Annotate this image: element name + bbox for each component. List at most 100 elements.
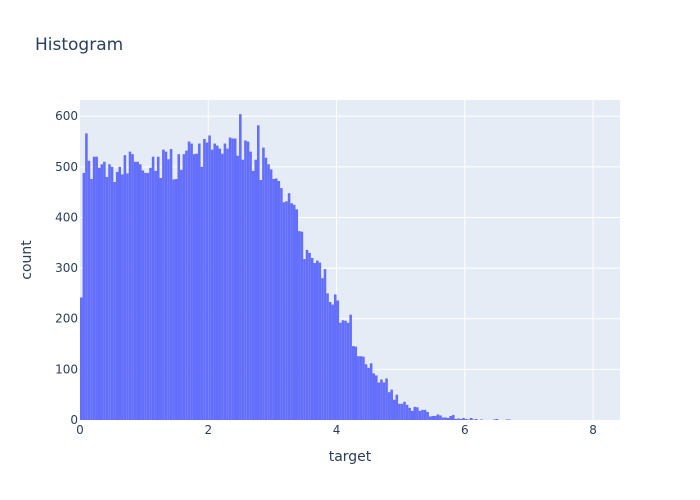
histogram-bar[interactable] bbox=[328, 302, 332, 420]
histogram-bar[interactable] bbox=[259, 180, 263, 420]
histogram-bar[interactable] bbox=[174, 178, 178, 420]
histogram-bar[interactable] bbox=[377, 382, 381, 420]
histogram-bar[interactable] bbox=[380, 379, 383, 420]
histogram-bar[interactable] bbox=[262, 147, 265, 420]
histogram-bar[interactable] bbox=[228, 137, 232, 420]
histogram-bar[interactable] bbox=[149, 167, 152, 420]
histogram-bar[interactable] bbox=[100, 164, 104, 420]
histogram-bar[interactable] bbox=[336, 300, 340, 420]
histogram-bar[interactable] bbox=[382, 382, 386, 420]
histogram-bar[interactable] bbox=[103, 161, 106, 420]
histogram-bar[interactable] bbox=[177, 154, 181, 420]
histogram-bar[interactable] bbox=[285, 201, 288, 420]
histogram-bar[interactable] bbox=[110, 166, 114, 420]
histogram-bar[interactable] bbox=[495, 418, 499, 420]
histogram-bar[interactable] bbox=[208, 135, 211, 420]
histogram-bar[interactable] bbox=[200, 166, 204, 420]
histogram-bar[interactable] bbox=[298, 231, 301, 420]
histogram-bar[interactable] bbox=[410, 410, 414, 420]
histogram-bar[interactable] bbox=[339, 322, 342, 420]
histogram-bar[interactable] bbox=[439, 415, 442, 420]
histogram-bar[interactable] bbox=[113, 182, 116, 420]
histogram-bar[interactable] bbox=[344, 320, 347, 420]
histogram-bar[interactable] bbox=[231, 138, 234, 420]
histogram-bar[interactable] bbox=[151, 156, 155, 420]
histogram-bar[interactable] bbox=[316, 260, 319, 420]
histogram-bar[interactable] bbox=[408, 407, 411, 420]
histogram-bar[interactable] bbox=[190, 143, 193, 420]
histogram-bar[interactable] bbox=[349, 314, 352, 420]
histogram-bar[interactable] bbox=[223, 143, 227, 420]
histogram-bar[interactable] bbox=[233, 138, 237, 420]
histogram-bar[interactable] bbox=[375, 375, 378, 420]
histogram-bar[interactable] bbox=[423, 409, 427, 420]
histogram-bar[interactable] bbox=[475, 418, 478, 420]
histogram-bar[interactable] bbox=[205, 142, 209, 420]
histogram-bar[interactable] bbox=[290, 203, 293, 420]
histogram-bar[interactable] bbox=[115, 171, 119, 420]
histogram-bar[interactable] bbox=[133, 161, 137, 420]
histogram-bar[interactable] bbox=[123, 155, 127, 420]
histogram-bar[interactable] bbox=[215, 145, 219, 420]
histogram-bar[interactable] bbox=[287, 193, 291, 420]
histogram-bar[interactable] bbox=[156, 156, 160, 420]
histogram-bar[interactable] bbox=[362, 356, 365, 420]
histogram-bar[interactable] bbox=[493, 419, 496, 420]
histogram-bar[interactable] bbox=[167, 159, 170, 420]
histogram-bar[interactable] bbox=[82, 172, 86, 420]
histogram-bar[interactable] bbox=[421, 409, 424, 420]
histogram-bar[interactable] bbox=[282, 202, 286, 420]
histogram-bar[interactable] bbox=[251, 170, 255, 420]
histogram-bar[interactable] bbox=[367, 367, 370, 420]
histogram-bar[interactable] bbox=[95, 156, 98, 420]
histogram-bar[interactable] bbox=[244, 140, 247, 420]
histogram-bar[interactable] bbox=[398, 403, 401, 420]
histogram-bar[interactable] bbox=[364, 364, 368, 420]
histogram-bar[interactable] bbox=[359, 356, 363, 420]
histogram-bar[interactable] bbox=[180, 169, 183, 420]
histogram-bar[interactable] bbox=[457, 418, 460, 420]
histogram-bar[interactable] bbox=[392, 399, 396, 420]
histogram-bar[interactable] bbox=[267, 164, 270, 420]
histogram-bar[interactable] bbox=[274, 178, 278, 420]
histogram-bar[interactable] bbox=[121, 174, 124, 420]
histogram-bar[interactable] bbox=[321, 278, 324, 420]
histogram-bar[interactable] bbox=[387, 392, 391, 420]
histogram-bar[interactable] bbox=[213, 143, 216, 420]
histogram-bar[interactable] bbox=[169, 149, 173, 420]
histogram-bar[interactable] bbox=[162, 149, 165, 421]
histogram-bar[interactable] bbox=[236, 155, 240, 420]
histogram-bar[interactable] bbox=[195, 153, 199, 420]
histogram-bar[interactable] bbox=[136, 161, 140, 420]
histogram-bar[interactable] bbox=[459, 418, 463, 420]
histogram-bar[interactable] bbox=[272, 178, 275, 420]
histogram-bar[interactable] bbox=[428, 416, 432, 420]
histogram-bar[interactable] bbox=[85, 133, 88, 420]
histogram-bar[interactable] bbox=[400, 403, 404, 420]
histogram-bar[interactable] bbox=[139, 164, 142, 420]
histogram-bar[interactable] bbox=[354, 346, 358, 420]
histogram-bar[interactable] bbox=[369, 363, 373, 420]
histogram-bar[interactable] bbox=[187, 141, 191, 420]
histogram-bar[interactable] bbox=[128, 151, 132, 420]
histogram-bar[interactable] bbox=[239, 114, 242, 420]
histogram-bar[interactable] bbox=[436, 414, 440, 420]
histogram-bar[interactable] bbox=[441, 417, 445, 420]
histogram-bar[interactable] bbox=[331, 304, 334, 420]
histogram-bar[interactable] bbox=[126, 173, 129, 420]
histogram-bar[interactable] bbox=[90, 178, 93, 420]
histogram-bar[interactable] bbox=[198, 143, 201, 420]
histogram-bar[interactable] bbox=[418, 410, 422, 420]
histogram-bar[interactable] bbox=[341, 320, 345, 420]
histogram-bar[interactable] bbox=[105, 176, 109, 420]
histogram-bar[interactable] bbox=[385, 378, 388, 420]
histogram-bar[interactable] bbox=[146, 172, 150, 420]
histogram-bar[interactable] bbox=[182, 154, 186, 420]
histogram-bar[interactable] bbox=[403, 401, 406, 420]
histogram-bar[interactable] bbox=[449, 415, 452, 420]
histogram-bar[interactable] bbox=[118, 166, 122, 420]
histogram-bar[interactable] bbox=[292, 204, 296, 420]
histogram-bar[interactable] bbox=[318, 262, 322, 420]
histogram-bar[interactable] bbox=[108, 164, 111, 420]
histogram-bar[interactable] bbox=[351, 346, 355, 420]
